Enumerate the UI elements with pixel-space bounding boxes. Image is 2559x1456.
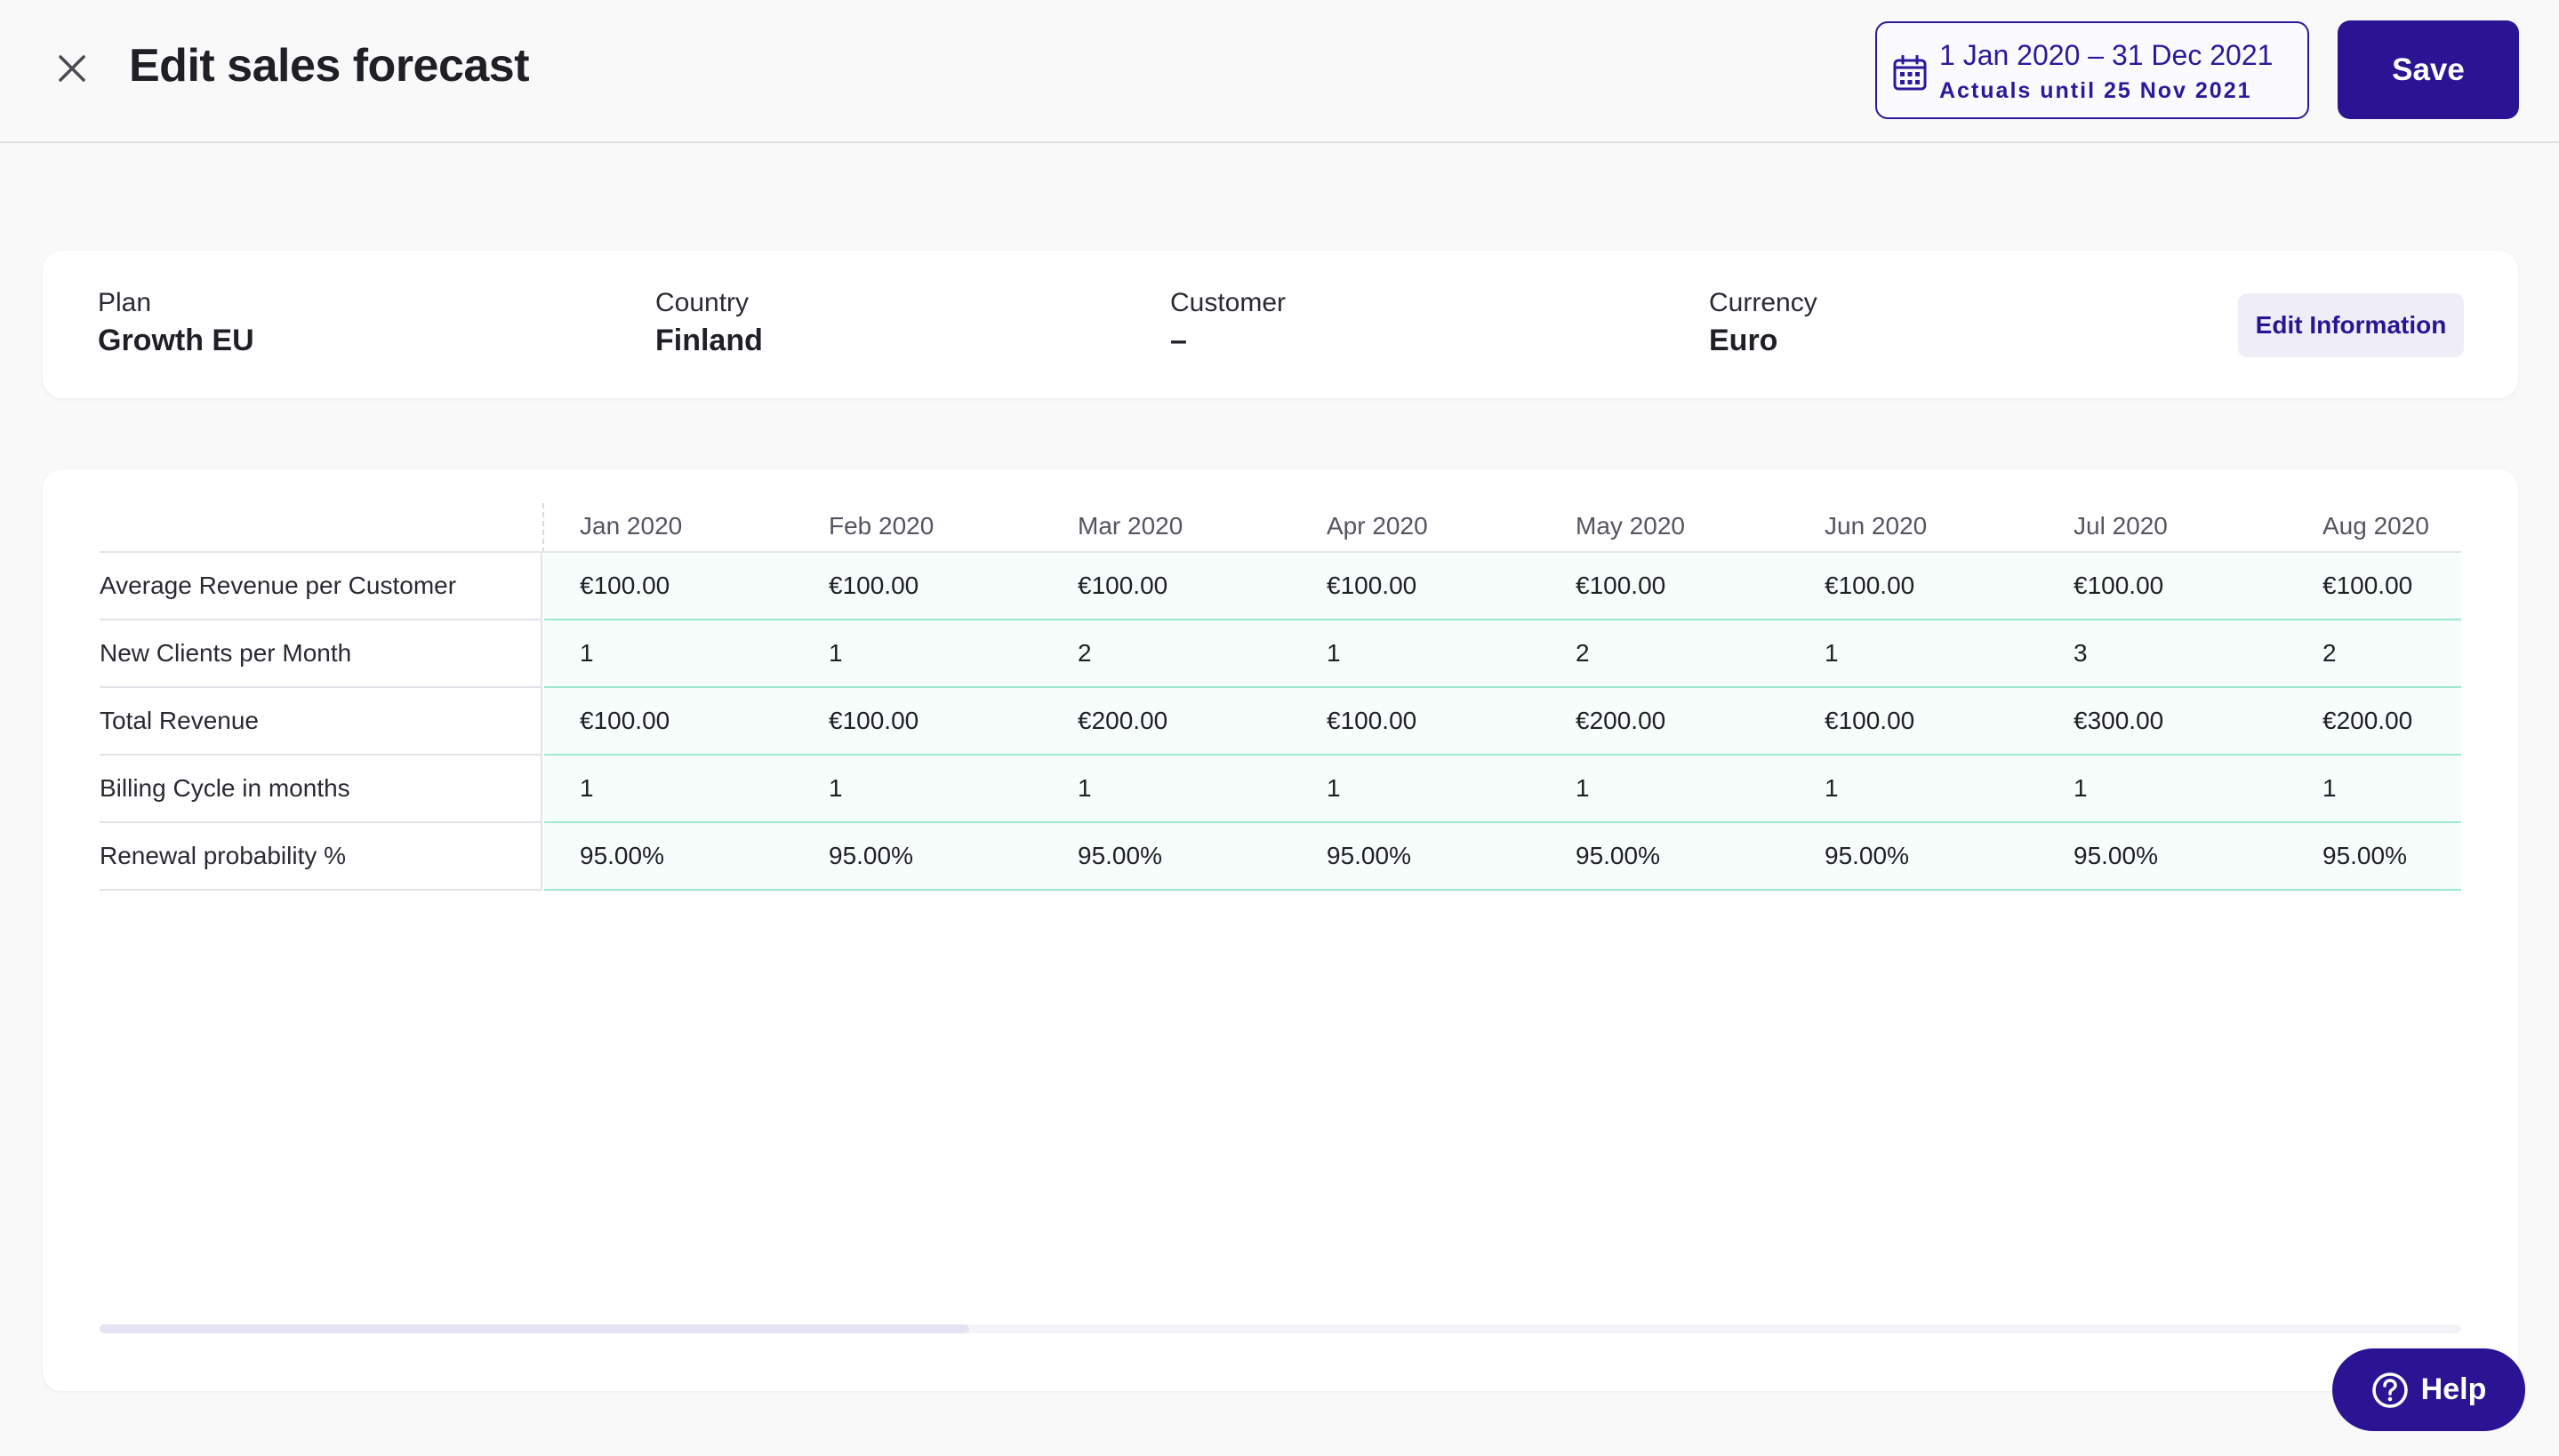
table-cell[interactable]: 95.00% bbox=[1078, 842, 1162, 869]
table-cell[interactable]: €200.00 bbox=[1576, 707, 1666, 734]
table-cell[interactable]: €300.00 bbox=[2074, 707, 2164, 734]
table-cell[interactable]: 1 bbox=[2074, 774, 2088, 802]
row-cells: €100.00 €100.00 €200.00 €100.00 €200.00 … bbox=[544, 688, 2461, 756]
currency-value: Euro bbox=[1709, 324, 1778, 357]
date-range-text: 1 Jan 2020 – 31 Dec 2021 bbox=[1939, 39, 2274, 71]
forecast-grid: Jan 2020 Feb 2020 Mar 2020 Apr 2020 May … bbox=[100, 503, 2461, 891]
month-header: Mar 2020 bbox=[1078, 512, 1183, 540]
header-divider bbox=[100, 551, 2461, 553]
row-label-average-revenue: Average Revenue per Customer bbox=[100, 553, 542, 620]
row-cells: 1 1 1 1 1 1 1 1 bbox=[544, 756, 2461, 823]
customer-field: Customer – bbox=[1170, 288, 1286, 358]
table-cell[interactable]: 95.00% bbox=[829, 842, 913, 869]
table-row: Billing Cycle in months 1 1 1 1 1 1 1 1 bbox=[100, 756, 2461, 823]
month-header: Jan 2020 bbox=[580, 512, 683, 540]
row-label-total-revenue: Total Revenue bbox=[100, 688, 542, 756]
table-cell[interactable]: 1 bbox=[580, 639, 594, 667]
country-field: Country Finland bbox=[655, 288, 763, 358]
table-cell[interactable]: 2 bbox=[1576, 639, 1590, 667]
month-header: Jul 2020 bbox=[2074, 512, 2168, 540]
table-cell[interactable]: 95.00% bbox=[2074, 842, 2158, 869]
month-header: May 2020 bbox=[1576, 512, 1685, 540]
table-cell[interactable]: 1 bbox=[1078, 774, 1092, 802]
table-cell[interactable]: 1 bbox=[1327, 639, 1341, 667]
currency-label: Currency bbox=[1709, 288, 1817, 317]
row-cells: 1 1 2 1 2 1 3 2 bbox=[544, 620, 2461, 688]
month-header: Jun 2020 bbox=[1825, 512, 1928, 540]
table-cell[interactable]: 3 bbox=[2074, 639, 2088, 667]
table-cell[interactable]: 1 bbox=[829, 774, 843, 802]
table-cell[interactable]: 95.00% bbox=[2322, 842, 2407, 869]
help-label: Help bbox=[2420, 1372, 2487, 1406]
edit-information-button[interactable]: Edit Information bbox=[2238, 293, 2464, 357]
table-cell[interactable]: €200.00 bbox=[1078, 707, 1168, 734]
row-cells: €100.00 €100.00 €100.00 €100.00 €100.00 … bbox=[544, 553, 2461, 620]
table-cell[interactable]: 1 bbox=[829, 639, 843, 667]
plan-label: Plan bbox=[98, 288, 152, 317]
table-cell[interactable]: €100.00 bbox=[1078, 572, 1168, 599]
table-cell[interactable]: €100.00 bbox=[1576, 572, 1666, 599]
row-label-billing-cycle: Billing Cycle in months bbox=[100, 756, 542, 823]
horizontal-scrollbar-thumb[interactable] bbox=[100, 1324, 969, 1333]
table-cell[interactable]: €200.00 bbox=[2322, 707, 2413, 734]
help-button[interactable]: Help bbox=[2332, 1348, 2525, 1431]
table-cell[interactable]: €100.00 bbox=[2074, 572, 2164, 599]
month-header: Aug 2020 bbox=[2322, 512, 2429, 540]
row-cells: 95.00% 95.00% 95.00% 95.00% 95.00% 95.00… bbox=[544, 823, 2461, 891]
row-label-new-clients: New Clients per Month bbox=[100, 620, 542, 688]
table-cell[interactable]: 95.00% bbox=[1825, 842, 1909, 869]
table-cell[interactable]: 95.00% bbox=[580, 842, 664, 869]
table-cell[interactable]: €100.00 bbox=[1327, 707, 1417, 734]
table-cell[interactable]: €100.00 bbox=[829, 707, 919, 734]
row-label-renewal-probability: Renewal probability % bbox=[100, 823, 542, 891]
table-cell[interactable]: 2 bbox=[1078, 639, 1092, 667]
date-range-picker[interactable]: 1 Jan 2020 – 31 Dec 2021 Actuals until 2… bbox=[1875, 21, 2309, 119]
table-cell[interactable]: 95.00% bbox=[1576, 842, 1660, 869]
table-cell[interactable]: 1 bbox=[1825, 774, 1839, 802]
close-icon bbox=[59, 55, 85, 82]
table-cell[interactable]: 1 bbox=[580, 774, 594, 802]
header-separator bbox=[542, 503, 544, 553]
table-row: Total Revenue €100.00 €100.00 €200.00 €1… bbox=[100, 688, 2461, 756]
table-row: New Clients per Month 1 1 2 1 2 1 3 2 bbox=[100, 620, 2461, 688]
table-cell[interactable]: 1 bbox=[1576, 774, 1590, 802]
currency-field: Currency Euro bbox=[1709, 288, 1817, 358]
actuals-until-text: Actuals until 25 Nov 2021 bbox=[1939, 78, 2252, 103]
table-cell[interactable]: €100.00 bbox=[580, 572, 670, 599]
table-row: Average Revenue per Customer €100.00 €10… bbox=[100, 553, 2461, 620]
customer-label: Customer bbox=[1170, 288, 1287, 317]
table-cell[interactable]: €100.00 bbox=[829, 572, 919, 599]
table-cell[interactable]: 2 bbox=[2322, 639, 2337, 667]
table-cell[interactable]: 1 bbox=[1327, 774, 1341, 802]
country-label: Country bbox=[655, 288, 750, 317]
plan-value: Growth EU bbox=[98, 324, 254, 357]
customer-value: – bbox=[1170, 324, 1187, 357]
table-cell[interactable]: €100.00 bbox=[580, 707, 670, 734]
table-cell[interactable]: €100.00 bbox=[1327, 572, 1417, 599]
month-header: Feb 2020 bbox=[829, 512, 935, 540]
country-value: Finland bbox=[655, 324, 763, 357]
table-cell[interactable]: €100.00 bbox=[1825, 707, 1915, 734]
question-icon bbox=[2371, 1372, 2408, 1408]
page-title: Edit sales forecast bbox=[129, 40, 530, 92]
horizontal-scrollbar-track[interactable] bbox=[100, 1324, 2461, 1333]
forecast-table-card: Jan 2020 Feb 2020 Mar 2020 Apr 2020 May … bbox=[43, 469, 2518, 1391]
calendar-icon bbox=[1893, 55, 1927, 91]
table-cell[interactable]: 1 bbox=[2322, 774, 2337, 802]
table-cell[interactable]: 95.00% bbox=[1327, 842, 1411, 869]
table-cell[interactable]: €100.00 bbox=[1825, 572, 1915, 599]
month-header: Apr 2020 bbox=[1327, 512, 1428, 540]
grid-header: Jan 2020 Feb 2020 Mar 2020 Apr 2020 May … bbox=[100, 503, 2461, 553]
table-cell[interactable]: 1 bbox=[1825, 639, 1839, 667]
plan-field: Plan Growth EU bbox=[98, 288, 254, 358]
plan-info-card: Plan Growth EU Country Finland Customer … bbox=[43, 251, 2518, 398]
save-button[interactable]: Save bbox=[2338, 20, 2519, 119]
close-button[interactable] bbox=[52, 48, 92, 89]
table-cell[interactable]: €100.00 bbox=[2322, 572, 2413, 599]
table-row: Renewal probability % 95.00% 95.00% 95.0… bbox=[100, 823, 2461, 891]
top-bar: Edit sales forecast 1 Jan 2020 – 31 Dec … bbox=[0, 0, 2559, 143]
